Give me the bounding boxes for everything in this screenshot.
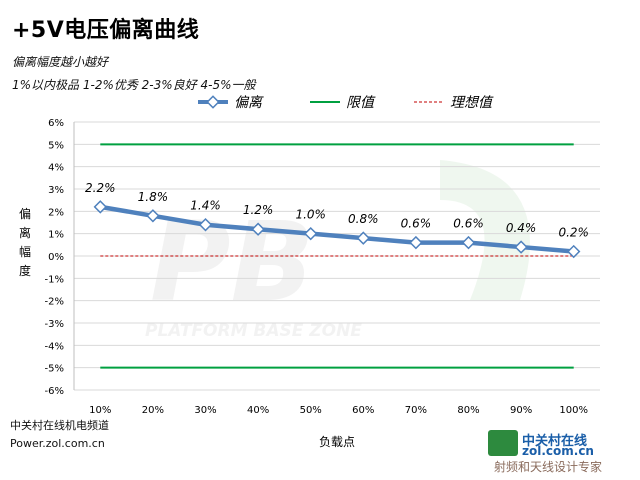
legend-label-limit: 限值 xyxy=(346,95,376,111)
chart-title: +5V电压偏离曲线 xyxy=(12,18,200,43)
y-tick-label: -6% xyxy=(45,386,64,397)
footer-url: Power.zol.com.cn xyxy=(10,437,105,450)
data-label: 0.4% xyxy=(506,221,537,235)
legend-label-deviation: 偏离 xyxy=(234,95,264,111)
svg-text:PB: PB xyxy=(150,198,314,326)
data-label: 1.4% xyxy=(190,199,221,213)
y-tick-label: 0% xyxy=(48,252,64,263)
data-label: 1.8% xyxy=(138,190,169,204)
y-tick-label: 3% xyxy=(48,185,64,196)
data-point xyxy=(198,218,213,232)
x-tick-label: 60% xyxy=(352,405,374,416)
chart-subtitle: 偏离幅度越小越好 xyxy=(12,55,109,69)
site-logo: 中关村在线 zol.com.cn 射频和天线设计专家 xyxy=(484,428,632,474)
rating-scale-note: 1%以内极品 1-2%优秀 2-3%良好 4-5%一般 xyxy=(12,78,256,92)
y-tick-label: -1% xyxy=(45,274,64,285)
y-tick-label: 6% xyxy=(48,118,64,129)
data-point xyxy=(356,231,371,245)
y-tick-label: 1% xyxy=(48,230,64,241)
data-point xyxy=(514,240,528,254)
data-point xyxy=(146,209,160,223)
data-point xyxy=(251,222,265,236)
y-tick-label: -2% xyxy=(45,297,64,308)
logo-icon xyxy=(488,430,518,456)
y-tick-label: -3% xyxy=(45,319,64,330)
y-tick-label: 4% xyxy=(48,163,64,174)
x-axis-label: 负载点 xyxy=(319,435,355,449)
legend: 偏离 限值 理想值 xyxy=(198,95,494,111)
y-tick-label: 2% xyxy=(48,207,64,218)
data-point xyxy=(461,235,476,250)
legend-marker-deviation xyxy=(206,95,220,109)
watermark-text: PLATFORM BASE ZONE xyxy=(145,321,362,341)
x-tick-label: 80% xyxy=(457,405,479,416)
data-label: 1.0% xyxy=(295,208,326,222)
y-tick-label: -4% xyxy=(45,341,64,352)
data-label: 0.6% xyxy=(401,217,432,231)
x-tick-label: 30% xyxy=(194,405,216,416)
background-watermark: PB PLATFORM BASE ZONE xyxy=(145,160,530,341)
x-tick-label: 70% xyxy=(405,405,427,416)
legend-label-ideal: 理想值 xyxy=(450,95,494,111)
x-tick-label: 10% xyxy=(89,405,111,416)
y-axis-label: 偏离幅度 xyxy=(19,206,31,278)
data-label: 2.2% xyxy=(85,181,116,195)
deviation-series-line xyxy=(99,204,574,254)
y-tick-label: 5% xyxy=(48,140,64,151)
x-tick-label: 20% xyxy=(142,405,164,416)
data-label: 0.2% xyxy=(558,226,589,240)
x-tick-label: 40% xyxy=(247,405,269,416)
svg-text:偏离幅度: 偏离幅度 xyxy=(19,206,31,278)
data-point xyxy=(303,226,318,241)
y-tick-label: -5% xyxy=(45,364,64,375)
data-point xyxy=(93,200,108,214)
x-tick-label: 90% xyxy=(510,405,532,416)
data-point xyxy=(566,244,581,259)
data-point xyxy=(409,235,423,250)
x-tick-label: 50% xyxy=(300,405,322,416)
data-label: 0.6% xyxy=(453,217,484,231)
x-tick-label: 100% xyxy=(559,405,588,416)
data-label: 1.2% xyxy=(243,203,274,217)
data-label: 0.8% xyxy=(348,212,379,226)
footer-source: 中关村在线机电频道 xyxy=(10,419,109,432)
